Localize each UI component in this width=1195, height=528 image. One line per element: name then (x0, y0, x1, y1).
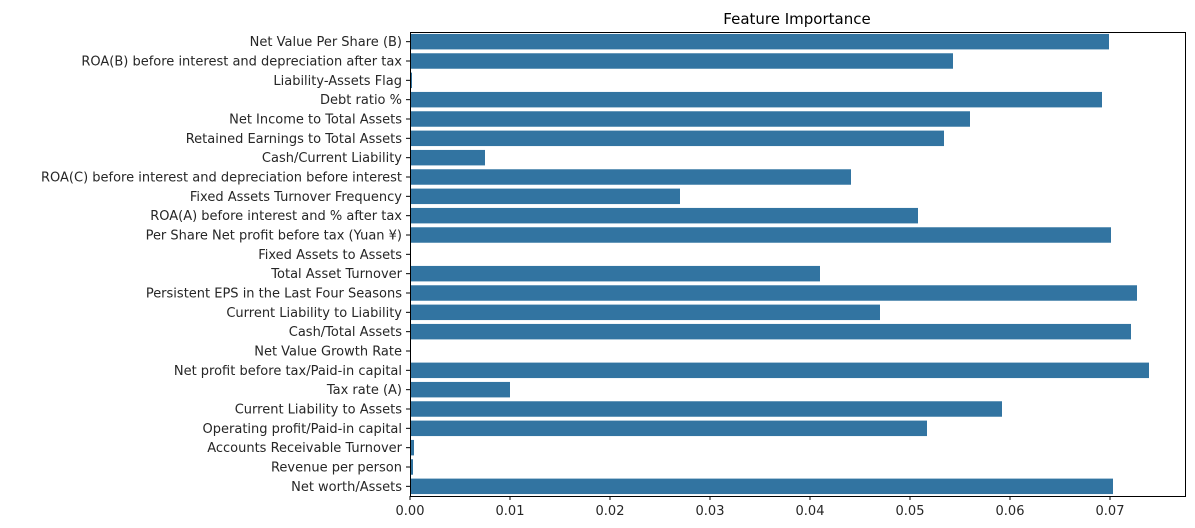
bar-20 (410, 420, 927, 437)
category-label-19: Current Liability to Assets (235, 403, 403, 418)
bar-9 (410, 207, 918, 224)
bar-8 (410, 188, 680, 205)
x-tick-label-4: 0.04 (796, 504, 825, 519)
bar-3 (410, 91, 1102, 108)
plot-frame (410, 32, 1186, 497)
category-label-23: Net worth/Assets (291, 480, 402, 495)
category-label-18: Tax rate (A) (326, 383, 402, 398)
category-label-14: Current Liability to Liability (226, 306, 402, 321)
category-label-9: ROA(A) before interest and % after tax (150, 209, 402, 224)
bar-22 (410, 459, 413, 475)
bar-17 (410, 362, 1149, 379)
x-tick-label-1: 0.01 (496, 504, 525, 519)
category-label-1: ROA(B) before interest and depreciation … (81, 55, 402, 70)
bar-10 (410, 227, 1111, 243)
bar-5 (410, 130, 944, 147)
bar-4 (410, 111, 970, 127)
category-label-16: Net Value Growth Rate (254, 345, 402, 360)
category-label-12: Total Asset Turnover (270, 267, 402, 282)
x-tick-label-2: 0.02 (596, 504, 625, 519)
bar-19 (410, 401, 1002, 417)
bar-12 (410, 265, 820, 282)
bars-group (410, 33, 1149, 495)
bar-14 (410, 304, 880, 321)
category-label-0: Net Value Per Share (B) (250, 35, 402, 50)
category-label-10: Per Share Net profit before tax (Yuan ¥) (146, 229, 402, 244)
category-label-5: Retained Earnings to Total Assets (186, 132, 402, 147)
chart-title: Feature Importance (723, 10, 870, 28)
category-labels-group: Net Value Per Share (B) ROA(B) before in… (41, 35, 410, 495)
bar-7 (410, 169, 851, 185)
bar-18 (410, 381, 510, 398)
category-label-7: ROA(C) before interest and depreciation … (41, 171, 402, 186)
x-tick-label-7: 0.07 (1096, 504, 1125, 519)
category-label-6: Cash/Current Liability (262, 151, 402, 166)
category-label-13: Persistent EPS in the Last Four Seasons (146, 287, 402, 302)
category-label-8: Fixed Assets Turnover Frequency (190, 190, 402, 205)
bar-6 (410, 149, 485, 166)
category-label-22: Revenue per person (271, 461, 402, 476)
category-label-11: Fixed Assets to Assets (258, 248, 402, 263)
category-label-21: Accounts Receivable Turnover (207, 441, 402, 456)
bar-1 (410, 53, 953, 69)
x-tick-label-6: 0.06 (996, 504, 1025, 519)
bar-21 (410, 439, 414, 456)
bar-23 (410, 478, 1113, 495)
bar-15 (410, 323, 1131, 340)
x-tick-label-0: 0.00 (396, 504, 425, 519)
category-label-20: Operating profit/Paid-in capital (203, 422, 402, 437)
bar-13 (410, 285, 1137, 301)
x-axis: 0.00 0.01 0.02 0.03 0.04 0.05 0.06 0.07 (396, 496, 1125, 519)
category-label-15: Cash/Total Assets (289, 325, 402, 340)
bar-0 (410, 33, 1109, 50)
category-label-2: Liability-Assets Flag (273, 74, 402, 89)
category-label-4: Net Income to Total Assets (229, 113, 402, 128)
x-tick-label-3: 0.03 (696, 504, 725, 519)
category-label-3: Debt ratio % (320, 93, 402, 108)
category-label-17: Net profit before tax/Paid-in capital (174, 364, 402, 379)
x-tick-label-5: 0.05 (896, 504, 925, 519)
